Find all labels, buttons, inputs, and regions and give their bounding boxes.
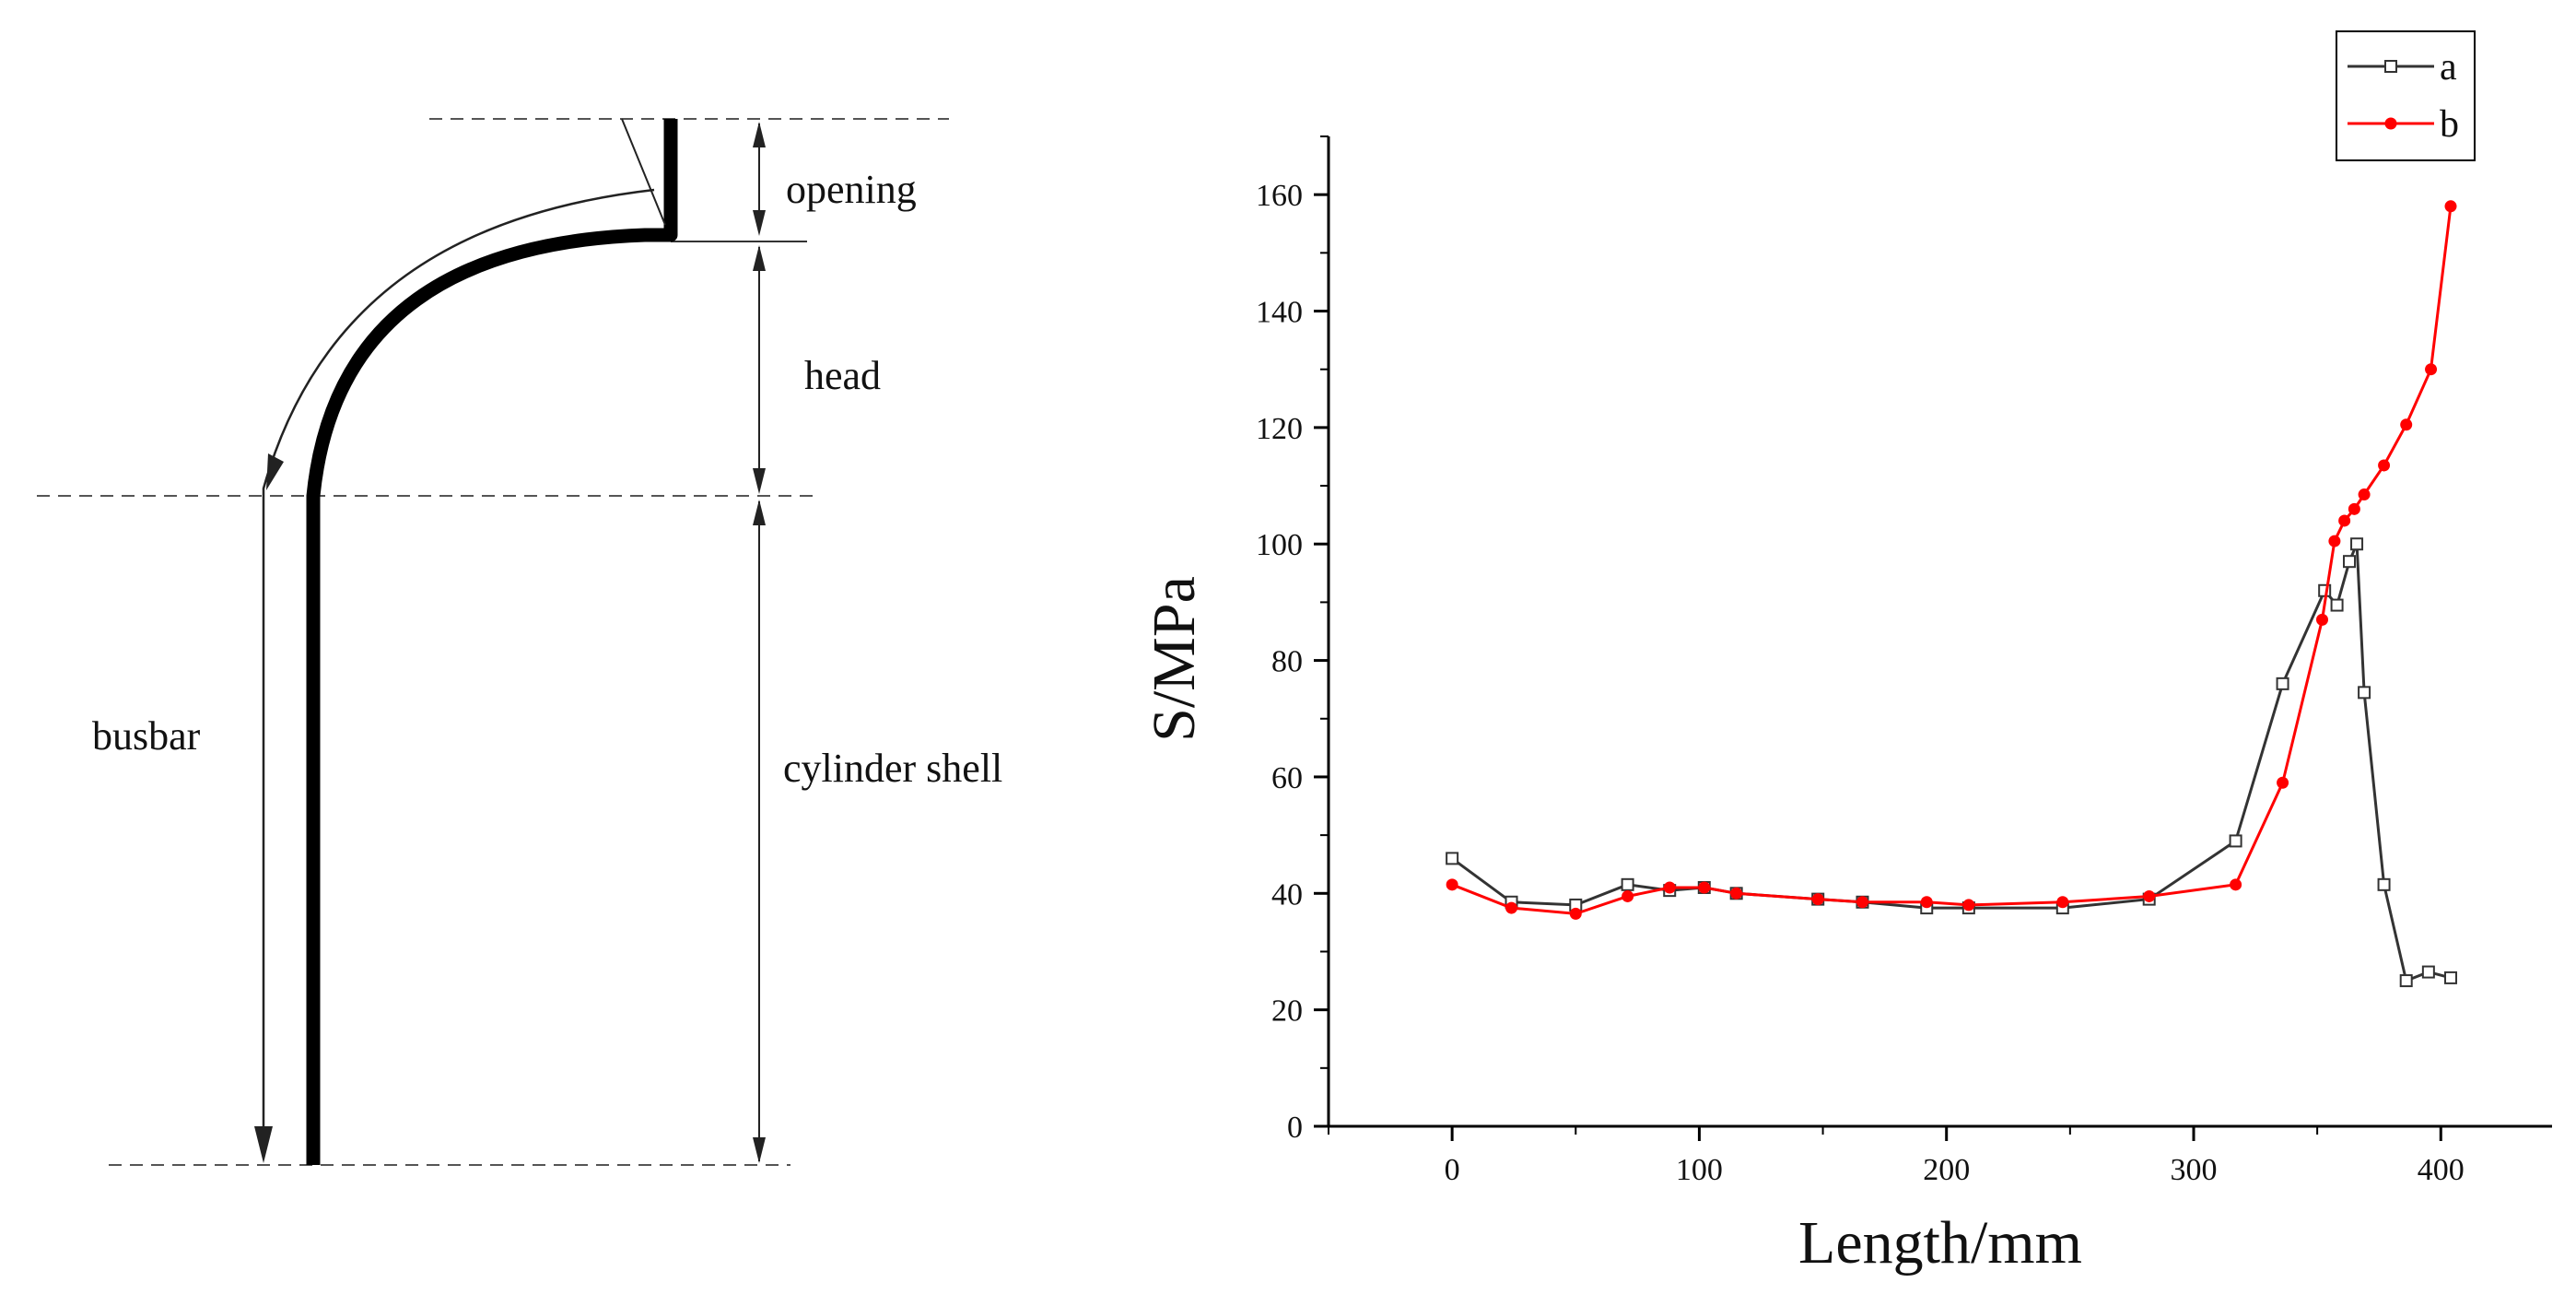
legend-b-marker [2384, 117, 2397, 130]
busbar-label: busbar [92, 713, 201, 759]
x-tick-label: 300 [2170, 1153, 2217, 1187]
cylinder-shell-dimension [753, 500, 766, 1163]
series-a-point [2330, 598, 2344, 612]
series-a-point [1621, 877, 1634, 891]
y-tick-label: 140 [1256, 296, 1303, 330]
y-tick-label: 80 [1271, 645, 1303, 679]
y-tick-label: 20 [1271, 994, 1303, 1029]
series-b-point [2230, 878, 2242, 891]
series-a-line [1451, 543, 2452, 983]
x-tick-label: 100 [1676, 1153, 1723, 1187]
chart-legend: ab [2336, 30, 2476, 161]
vessel-wall [306, 119, 678, 1165]
y-axis-ticks: 0 20 40 60 80 100 120 140 160 [1256, 135, 1329, 1145]
series-b-line [1451, 206, 2453, 915]
opening-label: opening [786, 167, 917, 212]
series-a-point [2229, 834, 2242, 848]
x-axis-title: Length/mm [1798, 1209, 2082, 1277]
x-tick-label: 200 [1923, 1153, 1970, 1187]
series-a-point [2377, 877, 2391, 891]
series-a-point [2444, 971, 2458, 984]
y-tick-label: 120 [1256, 412, 1303, 446]
legend-b-label: b [2440, 103, 2459, 146]
series-b-point [2400, 418, 2413, 431]
series-b-point [1446, 878, 1458, 891]
busbar-arrow-head [254, 1126, 273, 1163]
head-label: head [804, 353, 881, 398]
series-b-point [2315, 613, 2328, 626]
series-b-point [1622, 889, 1634, 902]
head-dimension [753, 245, 766, 494]
series-a [1446, 537, 2458, 988]
series-b-point [1698, 881, 1711, 894]
series-b-point [2425, 363, 2438, 376]
series-b-point [2143, 889, 2156, 902]
series-b-point [2277, 776, 2289, 789]
series-a-point [2399, 974, 2413, 988]
series-a-point [2276, 677, 2289, 690]
legend-a-marker [2384, 60, 2397, 73]
series-a-point [2421, 965, 2435, 979]
y-axis-title: S/MPa [1141, 576, 1208, 742]
series-b-point [2338, 514, 2351, 527]
chart-axes [1327, 136, 2552, 1128]
vessel-diagram: opening head busbar cylinder shell [37, 118, 1002, 1166]
y-tick-label: 160 [1256, 179, 1303, 213]
cylinder-shell-label: cylinder shell [783, 746, 1002, 791]
series-b-point [2444, 200, 2457, 213]
y-tick-label: 40 [1271, 877, 1303, 912]
series-b-point [1505, 901, 1518, 914]
legend-box [2336, 30, 2476, 161]
series-layer [1446, 200, 2458, 988]
series-b-point [2358, 488, 2371, 501]
series-b-point [1730, 887, 1743, 900]
series-b-point [2328, 535, 2341, 547]
opening-marker-line [621, 118, 666, 226]
series-b-point [1663, 881, 1676, 894]
y-tick-label: 100 [1256, 528, 1303, 562]
series-a-point [1446, 852, 1459, 865]
x-tick-label: 0 [1445, 1153, 1460, 1187]
series-b-point [2348, 502, 2360, 515]
busbar-path-line [262, 188, 655, 1143]
series-b-point [2056, 896, 2069, 909]
series-a-point [2358, 686, 2371, 700]
y-tick-label: 0 [1287, 1111, 1303, 1145]
y-tick-label: 60 [1271, 761, 1303, 795]
series-b [1446, 200, 2457, 920]
series-b-point [1569, 907, 1582, 920]
series-a-point [2343, 555, 2357, 569]
head-arrow-head [266, 453, 284, 490]
series-b-point [2378, 459, 2391, 472]
legend-a-label: a [2440, 46, 2457, 88]
series-a-point [2350, 537, 2364, 551]
opening-dimension [753, 122, 766, 236]
series-b-point [1920, 896, 1933, 909]
x-tick-label: 400 [2418, 1153, 2465, 1187]
series-b-point [1856, 896, 1868, 909]
series-b-point [1962, 899, 1975, 912]
stress-line-chart: 0 100 200 300 400 0 20 40 60 80 100 120 140 160 Leng… [1141, 30, 2552, 1277]
series-b-point [1811, 893, 1824, 906]
x-axis-ticks: 0 100 200 300 400 [1328, 1126, 2465, 1187]
